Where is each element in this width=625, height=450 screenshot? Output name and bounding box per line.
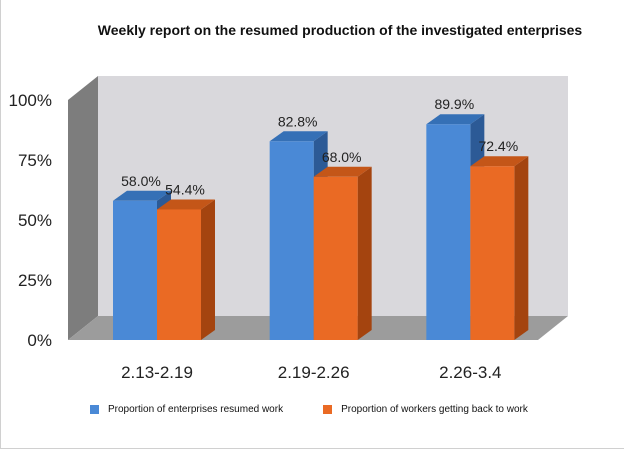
legend-item-workers: Proportion of workers getting back to wo… bbox=[323, 404, 528, 415]
legend-label-enterprises: Proportion of enterprises resumed work bbox=[108, 404, 284, 415]
bar-front bbox=[157, 209, 201, 340]
y-tick-label: 0% bbox=[27, 331, 52, 350]
bar-front bbox=[426, 124, 471, 341]
legend: Proportion of enterprises resumed work P… bbox=[90, 404, 610, 415]
y-tick-label: 25% bbox=[18, 271, 52, 290]
bar-group: 58.0%54.4% 82.8% 68.0% 89.9% 72.4% bbox=[113, 96, 529, 341]
bar-top bbox=[269, 131, 328, 142]
bar-front bbox=[470, 166, 515, 340]
y-tick-label: 75% bbox=[18, 151, 52, 170]
data-label: 58.0% bbox=[121, 173, 161, 189]
legend-swatch-workers bbox=[323, 405, 333, 414]
legend-item-enterprises: Proportion of enterprises resumed work bbox=[90, 404, 283, 415]
legend-swatch-enterprises bbox=[90, 405, 99, 414]
chart-title: Weekly report on the resumed production … bbox=[97, 22, 583, 38]
bar-side bbox=[514, 156, 529, 340]
x-tick-label: 2.26-3.4 bbox=[439, 363, 501, 382]
chart-plot: 0% 25% 50% 75% 100% 58.0%54.4% 82.8% 68.0% 89.9… bbox=[9, 76, 568, 382]
bar-top bbox=[426, 114, 485, 125]
data-label: 89.9% bbox=[434, 96, 474, 112]
bar bbox=[470, 156, 529, 340]
legend-label-workers: Proportion of workers getting back to wo… bbox=[341, 404, 528, 415]
data-label: 82.8% bbox=[278, 113, 318, 129]
data-label: 72.4% bbox=[478, 138, 518, 154]
y-axis: 0% 25% 50% 75% 100% bbox=[9, 91, 52, 350]
bar bbox=[313, 166, 372, 340]
bar-side bbox=[201, 199, 215, 340]
bar-top bbox=[157, 199, 215, 210]
data-label: 54.4% bbox=[165, 181, 205, 197]
x-tick-label: 2.13-2.19 bbox=[121, 363, 193, 382]
bar-side bbox=[357, 166, 372, 340]
y-tick-label: 50% bbox=[18, 211, 52, 230]
bar-top bbox=[313, 166, 372, 177]
x-axis: 2.13-2.19 2.19-2.26 2.26-3.4 bbox=[121, 363, 501, 382]
bar-top bbox=[113, 190, 171, 201]
bar-front bbox=[113, 200, 157, 340]
data-label: 68.0% bbox=[322, 149, 362, 165]
bar-top bbox=[470, 156, 529, 167]
x-tick-label: 2.19-2.26 bbox=[278, 363, 350, 382]
bar-front bbox=[269, 141, 314, 340]
bar-front bbox=[313, 176, 358, 340]
side-wall bbox=[68, 76, 98, 340]
bar bbox=[157, 199, 215, 340]
y-tick-label: 100% bbox=[9, 91, 52, 110]
